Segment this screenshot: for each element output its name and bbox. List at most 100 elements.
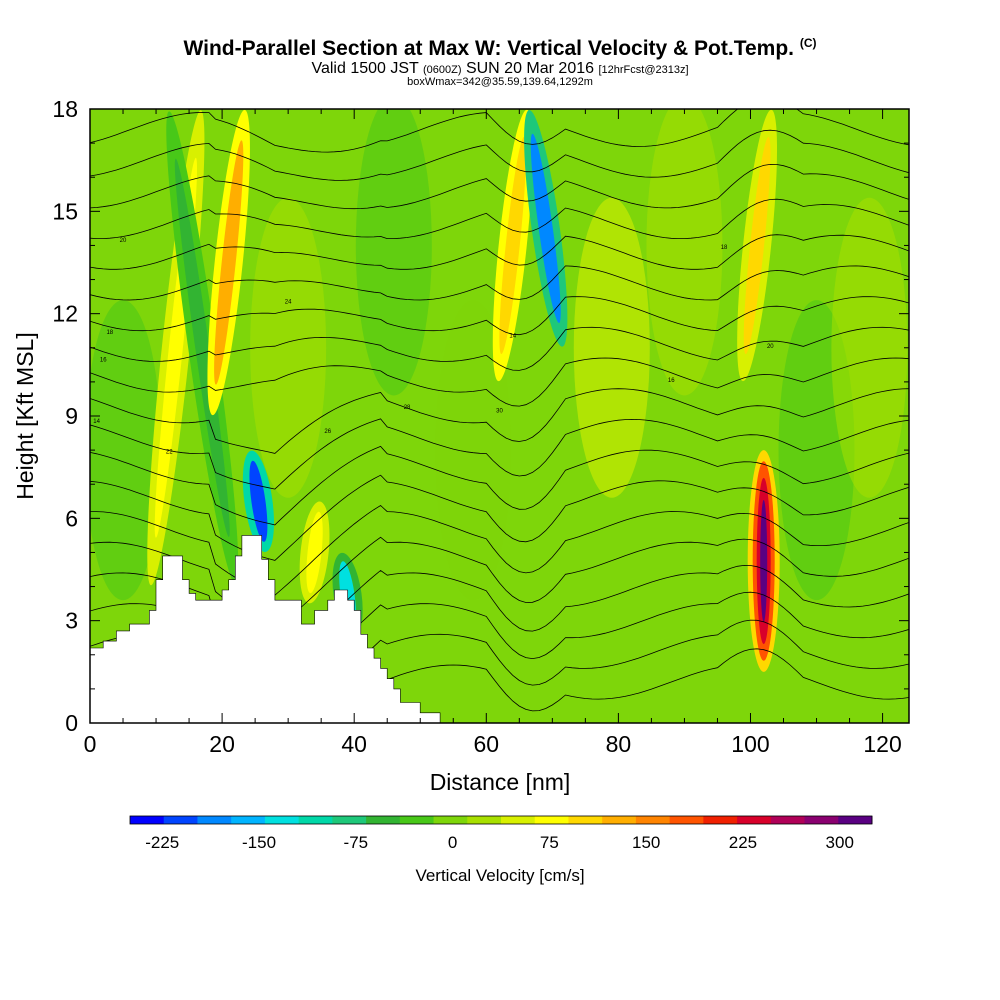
y-tick-label: 18 <box>52 96 78 122</box>
colorbar-frame <box>129 815 873 825</box>
velocity-cell <box>499 136 527 355</box>
velocity-cell <box>174 158 230 537</box>
copyright-mark: (C) <box>799 36 817 50</box>
isentrope-line <box>90 265 909 301</box>
colorbar-swatch <box>737 816 772 824</box>
colorbar-tick-label: -225 <box>145 833 179 852</box>
field-band <box>573 197 650 498</box>
isentrope-label: 18 <box>721 245 728 251</box>
field-band <box>831 197 908 498</box>
velocity-cell <box>214 140 244 385</box>
colorbar-tick-label: -75 <box>344 833 369 852</box>
x-tick-label: 0 <box>84 731 97 757</box>
colorbar-swatch <box>804 816 839 824</box>
isentrope-line <box>90 163 909 210</box>
colorbar-tick-label: 150 <box>632 833 660 852</box>
y-tick-label: 0 <box>65 710 78 736</box>
terrain-mask <box>89 535 909 724</box>
x-tick-label: 40 <box>341 731 367 757</box>
x-tick-label: 60 <box>473 731 499 757</box>
isentrope-line <box>90 234 909 270</box>
isentrope-line <box>90 326 909 371</box>
x-tick-label: 100 <box>731 731 769 757</box>
isentrope-label: 16 <box>100 357 107 363</box>
colorbar-tick-label: 75 <box>540 833 559 852</box>
colorbar-swatch <box>399 816 435 824</box>
isentrope-label: 22 <box>166 450 173 456</box>
field-band <box>355 109 432 396</box>
isentrope-label: 20 <box>120 238 127 244</box>
colorbar: -225 -150 -75 0 75 150 225 300 <box>129 815 873 852</box>
y-axis-label: Height [Kft MSL] <box>12 332 38 499</box>
y-tick-label: 15 <box>52 198 78 224</box>
isentrope-line <box>90 198 909 239</box>
y-tick-label: 6 <box>65 505 78 531</box>
isentrope-line <box>90 109 909 153</box>
x-axis-label: Distance [nm] <box>430 769 571 795</box>
colorbar-swatch <box>433 816 468 824</box>
forecast-info: [12hrFcst@2313z] <box>598 64 689 76</box>
colorbar-swatch <box>669 816 704 824</box>
colorbar-swatch <box>467 816 502 824</box>
colorbar-label: Vertical Velocity [cm/s] <box>415 866 584 885</box>
y-tick-label: 9 <box>65 403 78 429</box>
colorbar-tick-label: -150 <box>242 833 276 852</box>
isentropes: 14 16 18 20 22 24 26 28 30 14 16 18 20 <box>90 109 909 723</box>
box-info: boxWmax=342@35.59,139.64,1292m <box>407 76 593 88</box>
velocity-cell <box>249 460 268 542</box>
colorbar-tick-label: 300 <box>826 833 854 852</box>
isentrope-line <box>90 445 909 526</box>
isentrope-label: 28 <box>404 405 411 411</box>
x-axis: 0 20 40 60 80 100 120 <box>84 109 902 757</box>
colorbar-swatch <box>770 816 806 824</box>
isentrope-line <box>90 504 909 596</box>
colorbar-swatch <box>298 816 333 824</box>
isentrope-label: 16 <box>668 378 675 384</box>
colorbar-swatch <box>602 816 637 824</box>
isentrope-label: 14 <box>93 419 100 425</box>
field-band <box>250 197 327 498</box>
x-tick-label: 80 <box>606 731 632 757</box>
isentrope-line <box>90 296 909 336</box>
colorbar-swatch <box>231 816 266 824</box>
y-tick-label: 3 <box>65 608 78 634</box>
x-tick-label: 20 <box>209 731 235 757</box>
y-tick-label: 12 <box>52 301 78 327</box>
colorbar-swatch <box>163 816 198 824</box>
terrain <box>89 535 909 724</box>
velocity-cell <box>743 136 771 355</box>
colorbar-swatch <box>568 816 603 824</box>
valid-utc: (0600Z) <box>422 64 462 76</box>
field-band <box>646 109 723 396</box>
isentrope-line <box>90 357 909 407</box>
chart-title: Wind-Parallel Section at Max W: Vertical… <box>0 36 1000 61</box>
isentrope-label: 20 <box>767 344 774 350</box>
valid-date: SUN 20 Mar 2016 <box>465 60 595 77</box>
velocity-cell <box>760 499 768 622</box>
x-tick-label: 120 <box>863 731 901 757</box>
colorbar-swatch <box>332 816 367 824</box>
velocity-cell <box>530 133 561 323</box>
colorbar-swatch <box>366 816 401 824</box>
isentrope-label: 30 <box>496 409 503 415</box>
valid-prefix: Valid 1500 JST <box>311 60 419 77</box>
isentrope-line <box>90 129 909 181</box>
y-axis: 0 3 6 9 12 15 18 <box>52 96 909 736</box>
valid-time: Valid 1500 JST (0600Z) SUN 20 Mar 2016 [… <box>0 60 1000 78</box>
colorbar-swatch <box>534 816 569 824</box>
isentrope-line <box>90 388 909 454</box>
colorbar-tick-label: 225 <box>729 833 757 852</box>
title-text: Wind-Parallel Section at Max W: Vertical… <box>183 37 794 60</box>
colorbar-swatch <box>501 816 536 824</box>
field-band <box>435 300 512 601</box>
isentrope-label: 24 <box>285 299 292 305</box>
colorbar-swatch <box>197 816 232 824</box>
isentrope-line <box>90 474 909 561</box>
field-band <box>90 300 162 601</box>
colorbar-swatch <box>264 816 300 824</box>
colorbar-swatch <box>130 816 165 824</box>
colorbar-swatch <box>635 816 671 824</box>
isentrope-line <box>90 418 909 490</box>
colorbar-swatch <box>703 816 738 824</box>
